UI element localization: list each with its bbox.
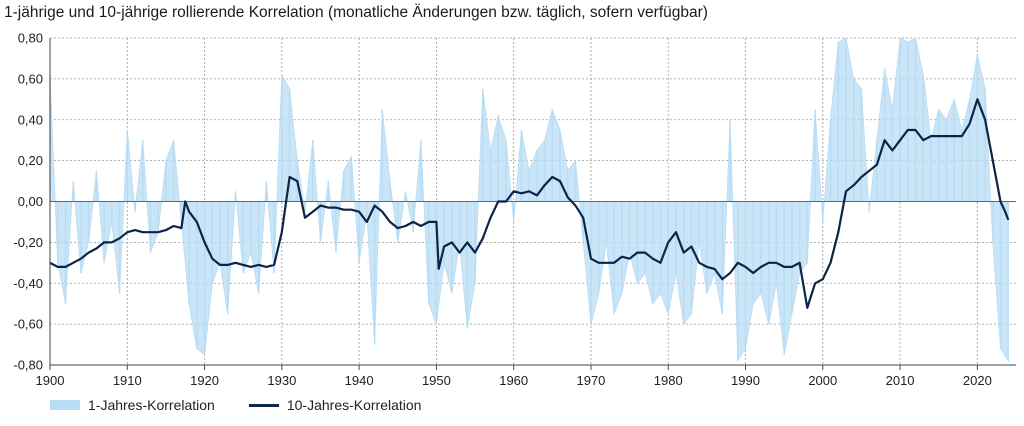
- x-tick-label: 1920: [190, 373, 219, 388]
- y-tick-label: 0,60: [18, 71, 43, 86]
- x-tick-label: 2010: [886, 373, 915, 388]
- x-tick-label: 2000: [808, 373, 837, 388]
- x-tick-label: 1970: [576, 373, 605, 388]
- y-tick-label: -0,80: [13, 358, 43, 373]
- x-tick-label: 1990: [731, 373, 760, 388]
- series-10-jahres: [49, 98, 1010, 309]
- x-tick-label: 1980: [654, 373, 683, 388]
- legend: 1-Jahres-Korrelation 10-Jahres-Korrelati…: [50, 397, 455, 413]
- y-tick-label: 0,80: [18, 31, 43, 46]
- legend-swatch-area: [50, 400, 80, 410]
- legend-label-10-jahres: 10-Jahres-Korrelation: [286, 397, 422, 413]
- legend-item-1-jahres: 1-Jahres-Korrelation: [50, 397, 215, 413]
- x-tick-label: 1960: [499, 373, 528, 388]
- y-tick-label: 0,00: [18, 194, 43, 209]
- x-tick-label: 1950: [422, 373, 451, 388]
- legend-item-10-jahres: 10-Jahres-Korrelation: [248, 397, 422, 413]
- y-tick-label: -0,40: [13, 276, 43, 291]
- y-tick-label: -0,60: [13, 317, 43, 332]
- x-tick-label: 1900: [36, 373, 65, 388]
- series-1-jahres: [49, 37, 1009, 363]
- legend-label-1-jahres: 1-Jahres-Korrelation: [88, 397, 215, 413]
- x-axis: 1900 1910 1920 1930 1940 1950 1960 1970 1980 1990…: [36, 365, 992, 388]
- chart-title: 1-jährige und 10-jährige rollierende Kor…: [4, 4, 708, 21]
- y-tick-label: -0,20: [13, 235, 43, 250]
- x-tick-label: 1930: [267, 373, 296, 388]
- y-axis: 0,80 0,60 0,40 0,20 0,00 -0,20 -0,40 -0,60 -0,80: [13, 31, 43, 373]
- x-tick-label: 1940: [345, 373, 374, 388]
- x-tick-label: 1910: [113, 373, 142, 388]
- x-tick-label: 2020: [963, 373, 992, 388]
- y-tick-label: 0,40: [18, 112, 43, 127]
- y-tick-label: 0,20: [18, 153, 43, 168]
- legend-swatch-line: [248, 403, 279, 407]
- series-2-line: [49, 98, 1010, 309]
